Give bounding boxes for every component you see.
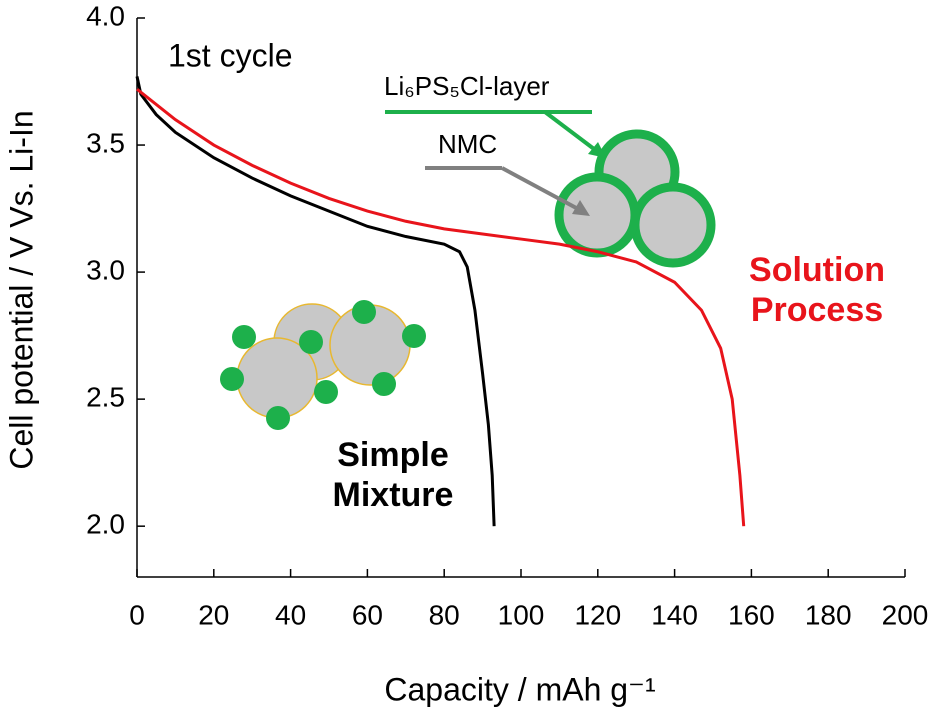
y-axis-label: Cell potential / V Vs. Li-In [3,110,39,469]
y-tick-label: 3.0 [86,254,125,285]
x-tick-label: 140 [651,599,698,630]
x-tick-label: 160 [728,599,775,630]
x-tick-label: 120 [574,599,621,630]
x-tick-label: 0 [129,599,145,630]
pointer-lines [385,110,606,216]
mixture-particles [220,300,426,430]
series-line [135,76,496,527]
series-line [136,87,746,527]
x-tick-label: 40 [275,599,306,630]
x-tick-label: 80 [429,599,460,630]
series-label: Simple Mixture [332,436,454,514]
series-label: Solution Process [749,251,885,329]
x-tick-label: 200 [882,599,929,630]
x-tick-label: 20 [198,599,229,630]
x-tick-label: 60 [352,599,383,630]
x-axis-label: Capacity / mAh g⁻¹ [384,671,655,707]
y-tick-label: 3.5 [86,127,125,158]
y-tick-label: 4.0 [86,0,125,31]
x-tick-label: 180 [805,599,852,630]
annotation: Li₆PS₅Cl-layer [384,71,550,101]
y-tick-label: 2.5 [86,382,125,413]
y-tick-label: 2.0 [86,509,125,540]
annotation: NMC [438,129,497,159]
coated-particles [554,129,716,268]
annotation: 1st cycle [168,37,292,73]
x-tick-label: 100 [498,599,545,630]
